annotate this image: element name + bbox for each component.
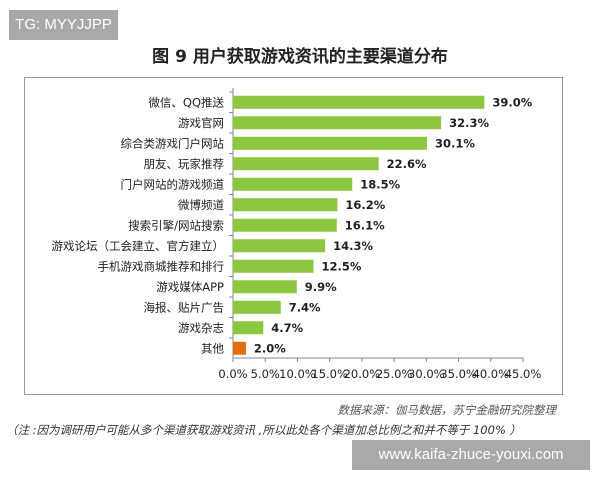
category-label: 游戏媒体APP — [156, 280, 224, 294]
bar — [233, 116, 442, 130]
x-tick-label: 20.0% — [344, 367, 381, 381]
data-label: 4.7% — [271, 321, 303, 335]
data-label: 7.4% — [289, 300, 321, 314]
category-label: 海报、贴片广告 — [144, 300, 225, 314]
bar — [233, 157, 379, 171]
data-label: 14.3% — [333, 239, 373, 253]
data-label: 2.0% — [254, 341, 286, 355]
source-note: 数据来源：伽马数据，苏宁金融研究院整理 — [337, 403, 557, 417]
bar — [233, 136, 427, 150]
x-tick-label: 40.0% — [473, 367, 510, 381]
bar — [233, 321, 264, 335]
x-tick-label: 0.0% — [218, 367, 247, 381]
watermark-top: TG: MYYJJPP — [9, 10, 118, 40]
x-tick-label: 5.0% — [251, 367, 280, 381]
data-label: 16.1% — [345, 218, 385, 232]
category-label: 游戏杂志 — [178, 321, 224, 335]
category-label: 朋友、玩家推荐 — [144, 157, 225, 171]
chart-frame — [24, 77, 563, 395]
x-tick-label: 25.0% — [376, 367, 413, 381]
data-label: 9.9% — [305, 280, 337, 294]
bar — [233, 341, 246, 355]
watermark-bottom: www.kaifa-zhuce-youxi.com — [352, 440, 590, 470]
category-label: 微信、QQ推送 — [148, 95, 224, 109]
category-label: 综合类游戏门户网站 — [121, 136, 225, 150]
footnote: （注 :因为调研用户可能从多个渠道获取游戏资讯 ,所以此处各个渠道加总比例之和并… — [6, 423, 522, 437]
category-label: 游戏官网 — [178, 116, 224, 130]
bar — [233, 95, 485, 109]
category-label: 门户网站的游戏频道 — [121, 177, 225, 191]
category-label: 其他 — [201, 341, 224, 355]
x-tick-label: 15.0% — [311, 367, 348, 381]
data-label: 16.2% — [345, 198, 385, 212]
data-label: 12.5% — [322, 259, 362, 273]
x-tick-label: 35.0% — [440, 367, 477, 381]
chart-title: 图 9 用户获取游戏资讯的主要渠道分布 — [152, 47, 448, 67]
category-label: 微博频道 — [178, 198, 224, 212]
data-label: 22.6% — [387, 157, 427, 171]
bar — [233, 300, 281, 314]
x-tick-label: 45.0% — [505, 367, 542, 381]
bar — [233, 198, 338, 212]
x-tick-label: 10.0% — [279, 367, 316, 381]
data-label: 30.1% — [435, 136, 475, 150]
data-label: 18.5% — [360, 177, 400, 191]
data-label: 39.0% — [492, 95, 532, 109]
bar — [233, 218, 337, 232]
bar — [233, 177, 353, 191]
bar — [233, 239, 326, 253]
bar — [233, 259, 314, 273]
category-label: 游戏论坛（工会建立、官方建立） — [52, 239, 225, 253]
category-label: 手机游戏商城推荐和排行 — [98, 259, 225, 273]
bar — [233, 280, 297, 294]
data-label: 32.3% — [449, 116, 489, 130]
x-tick-label: 30.0% — [408, 367, 445, 381]
category-label: 搜索引擎/网站搜索 — [128, 218, 224, 232]
